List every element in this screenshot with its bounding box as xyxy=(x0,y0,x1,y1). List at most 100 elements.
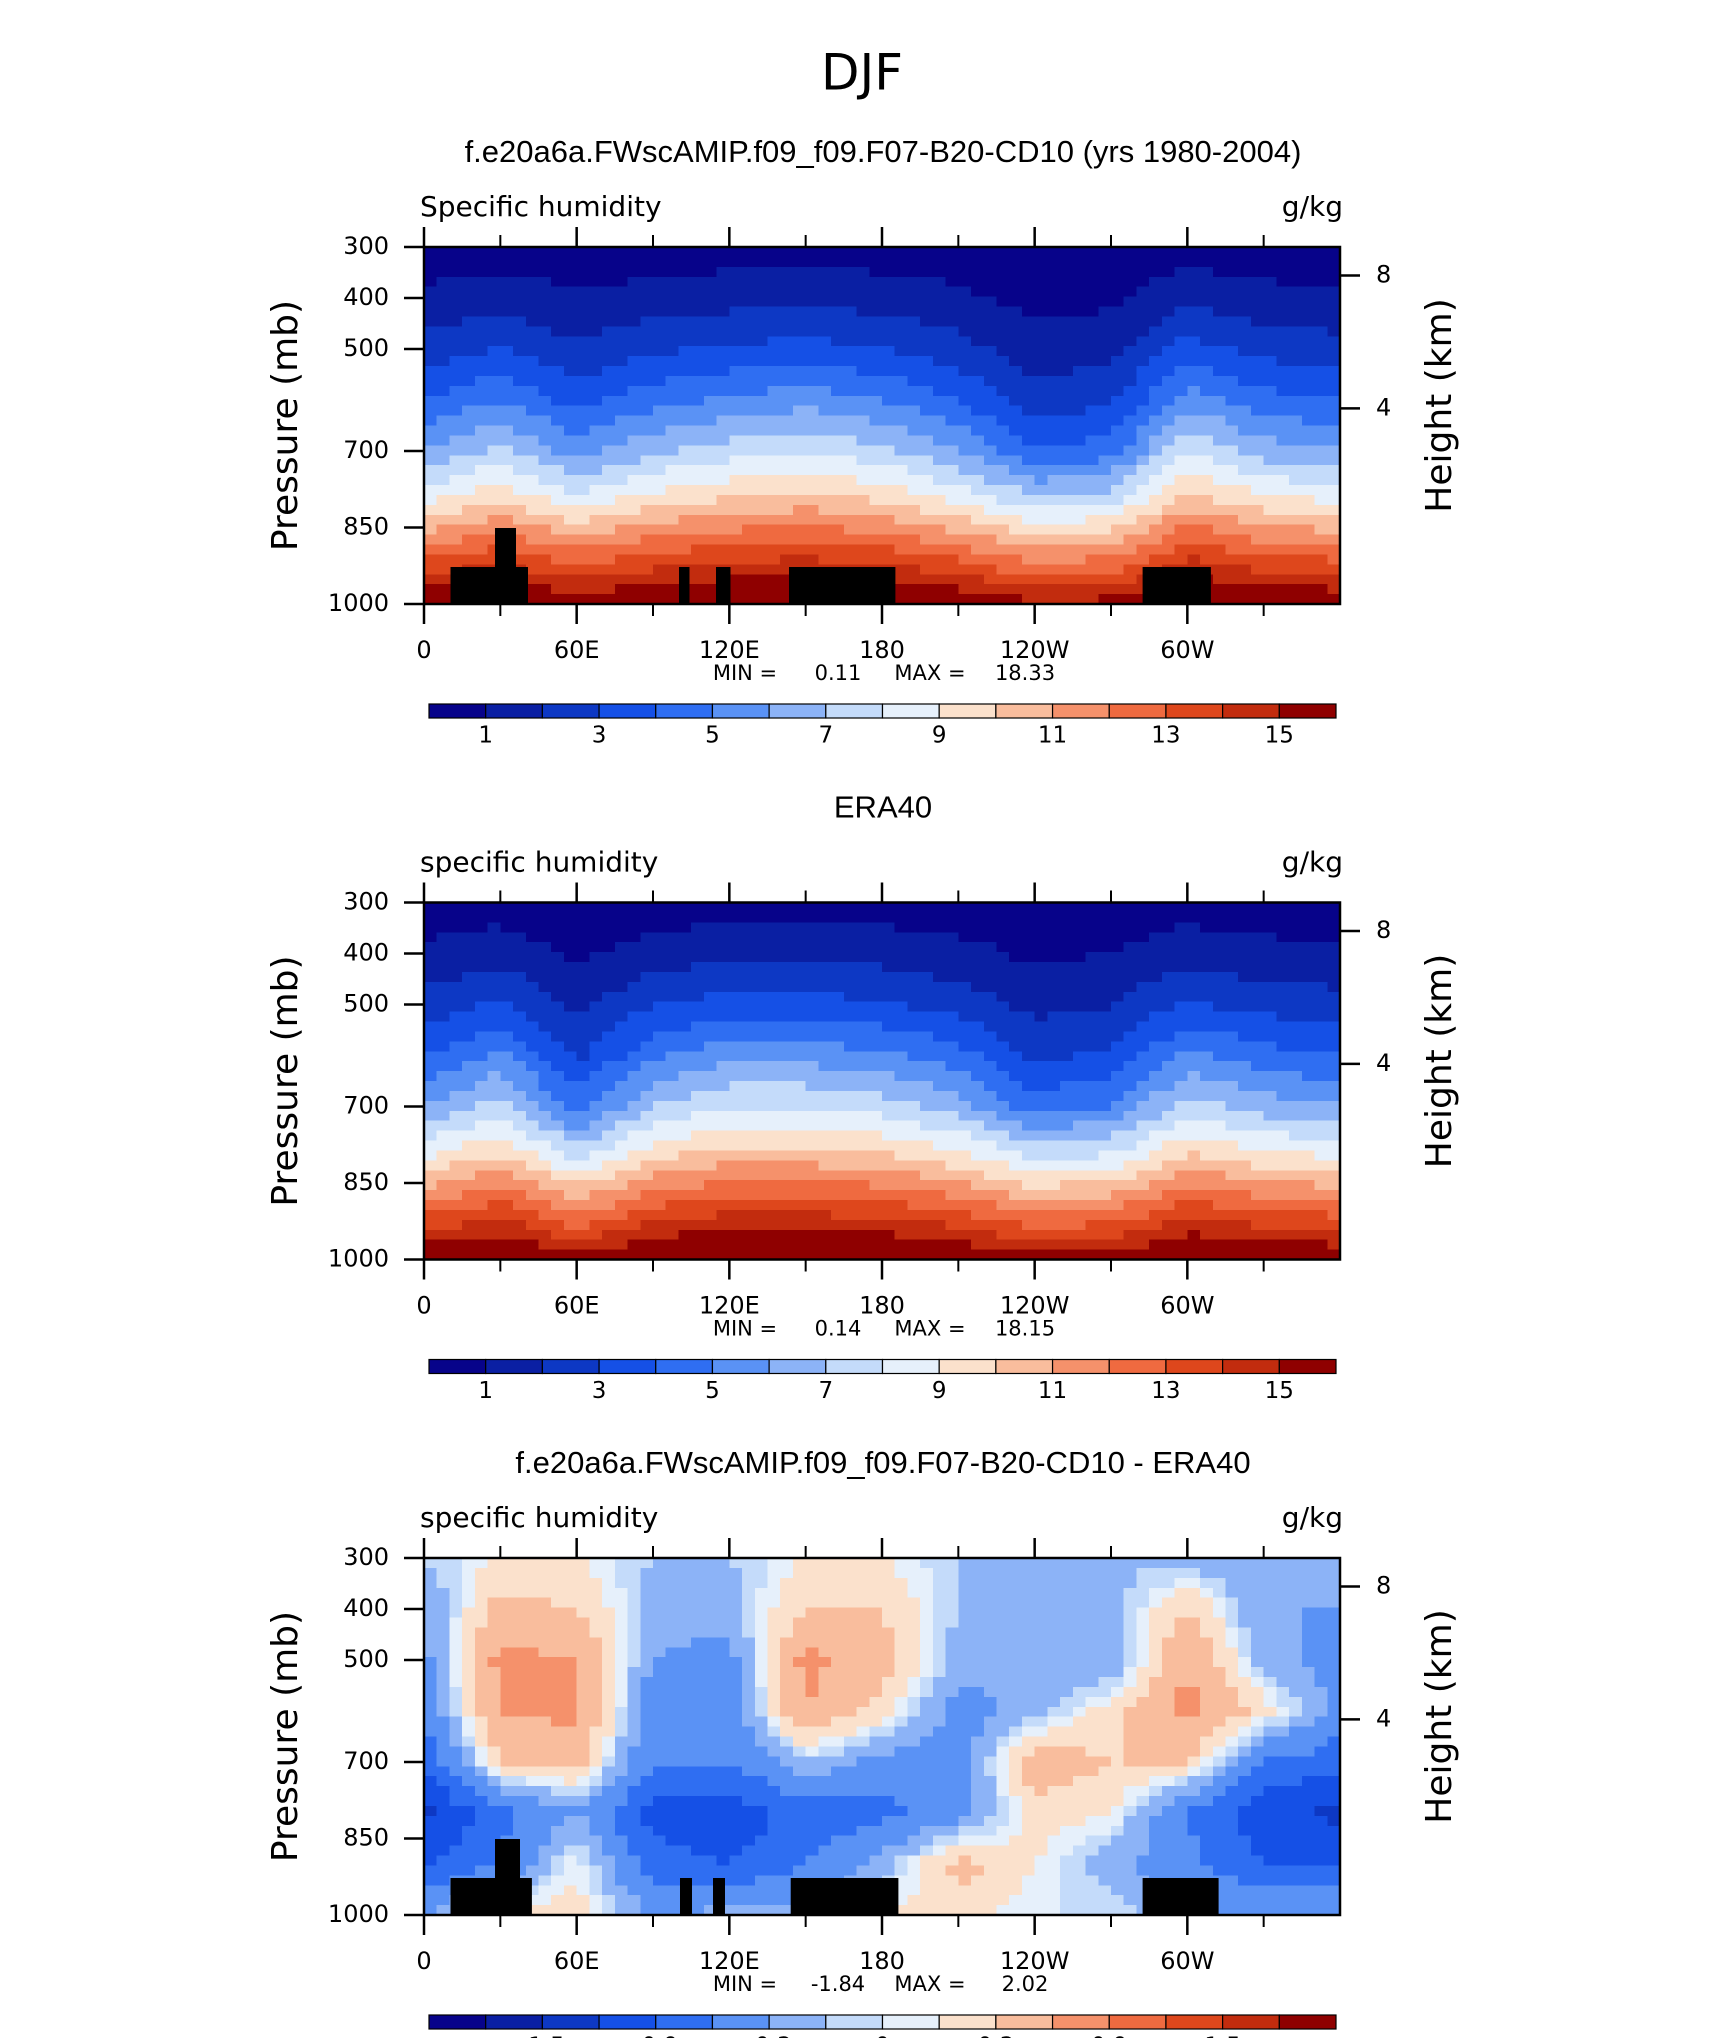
field-cell xyxy=(602,544,616,556)
field-cell xyxy=(1123,1170,1138,1181)
field-cell xyxy=(1136,455,1150,466)
field-cell xyxy=(551,504,565,516)
field-cell xyxy=(538,1170,552,1181)
field-cell xyxy=(436,316,451,327)
field-cell xyxy=(640,1180,654,1191)
field-cell xyxy=(627,1031,641,1042)
field-cell xyxy=(843,494,858,506)
field-cell xyxy=(1111,514,1125,526)
field-cell xyxy=(653,316,667,327)
field-cell xyxy=(640,435,654,446)
field-cell xyxy=(1060,1209,1074,1221)
field-cell xyxy=(716,1120,730,1132)
field-cell xyxy=(449,425,463,437)
field-cell xyxy=(958,326,972,337)
field-cell xyxy=(894,504,909,516)
field-cell xyxy=(1123,1239,1138,1251)
field-cell xyxy=(996,554,1010,565)
field-cell xyxy=(1327,366,1341,377)
field-cell xyxy=(907,1031,921,1042)
field-cell xyxy=(665,1051,680,1062)
field-cell xyxy=(1238,1180,1252,1191)
field-cell xyxy=(1060,1219,1074,1231)
field-cell xyxy=(589,564,603,575)
field-cell xyxy=(449,1021,463,1033)
field-cell xyxy=(767,971,781,983)
field-cell xyxy=(843,266,858,278)
field-cell xyxy=(767,564,781,575)
field-cell xyxy=(869,455,883,466)
field-cell xyxy=(742,465,756,476)
field-cell xyxy=(1263,574,1277,585)
field-cell xyxy=(1060,902,1074,914)
field-cell xyxy=(767,544,781,556)
field-cell xyxy=(1276,256,1290,268)
field-cell xyxy=(1098,385,1112,397)
field-cell xyxy=(487,356,501,367)
field-cell xyxy=(818,485,832,496)
field-cell xyxy=(653,912,667,923)
field-cell xyxy=(602,1219,616,1231)
field-cell xyxy=(1009,296,1023,308)
field-cell xyxy=(1187,952,1201,963)
field-cell xyxy=(576,584,590,595)
field-cell xyxy=(424,504,438,516)
field-cell xyxy=(538,594,552,605)
field-cell xyxy=(1212,912,1227,923)
field-cell xyxy=(487,316,501,327)
field-cell xyxy=(1072,306,1087,318)
field-cell xyxy=(627,1081,641,1092)
field-cell xyxy=(1225,336,1239,347)
field-cell xyxy=(513,1081,527,1092)
field-cell xyxy=(1047,465,1061,476)
field-cell xyxy=(818,435,832,446)
field-cell xyxy=(882,1120,896,1132)
field-cell xyxy=(1149,1100,1163,1112)
field-cell xyxy=(1161,405,1176,417)
field-cell xyxy=(449,534,463,546)
field-cell xyxy=(1187,1249,1201,1261)
field-cell xyxy=(1212,942,1227,953)
field-cell xyxy=(513,445,527,456)
field-cell xyxy=(703,346,718,357)
field-cell xyxy=(1225,1061,1239,1072)
field-cell xyxy=(945,922,959,933)
field-cell xyxy=(1161,306,1176,318)
field-cell xyxy=(627,544,641,556)
field-cell xyxy=(1314,514,1328,526)
field-cell xyxy=(932,1110,947,1122)
field-cell xyxy=(551,346,565,357)
field-cell xyxy=(436,1209,451,1221)
field-cell xyxy=(869,494,883,506)
field-cell xyxy=(640,1090,654,1102)
field-cell xyxy=(996,1120,1010,1132)
field-cell xyxy=(1225,296,1239,308)
field-cell xyxy=(1136,514,1150,526)
field-cell xyxy=(1072,1150,1087,1161)
field-cell xyxy=(1200,1100,1214,1112)
field-cell xyxy=(1200,1031,1214,1042)
field-cell xyxy=(843,1001,858,1013)
field-cell xyxy=(525,524,540,536)
field-cell xyxy=(424,1110,438,1122)
field-cell xyxy=(996,346,1010,357)
field-cell xyxy=(1072,1219,1087,1231)
field-cell xyxy=(1200,1041,1214,1052)
field-cell xyxy=(1034,554,1048,565)
field-cell xyxy=(831,266,845,278)
field-cell xyxy=(780,395,794,407)
field-cell xyxy=(843,256,858,268)
field-cell xyxy=(1327,296,1341,308)
field-cell xyxy=(1085,922,1099,933)
field-cell xyxy=(754,574,769,585)
field-cell xyxy=(462,514,476,526)
field-cell xyxy=(691,1180,705,1191)
field-cell xyxy=(1238,1041,1252,1052)
field-cell xyxy=(462,932,476,943)
field-cell xyxy=(894,524,909,536)
field-cell xyxy=(958,1071,972,1082)
field-cell xyxy=(538,485,552,496)
field-cell xyxy=(818,504,832,516)
field-cell xyxy=(691,942,705,953)
field-cell xyxy=(932,991,947,1003)
